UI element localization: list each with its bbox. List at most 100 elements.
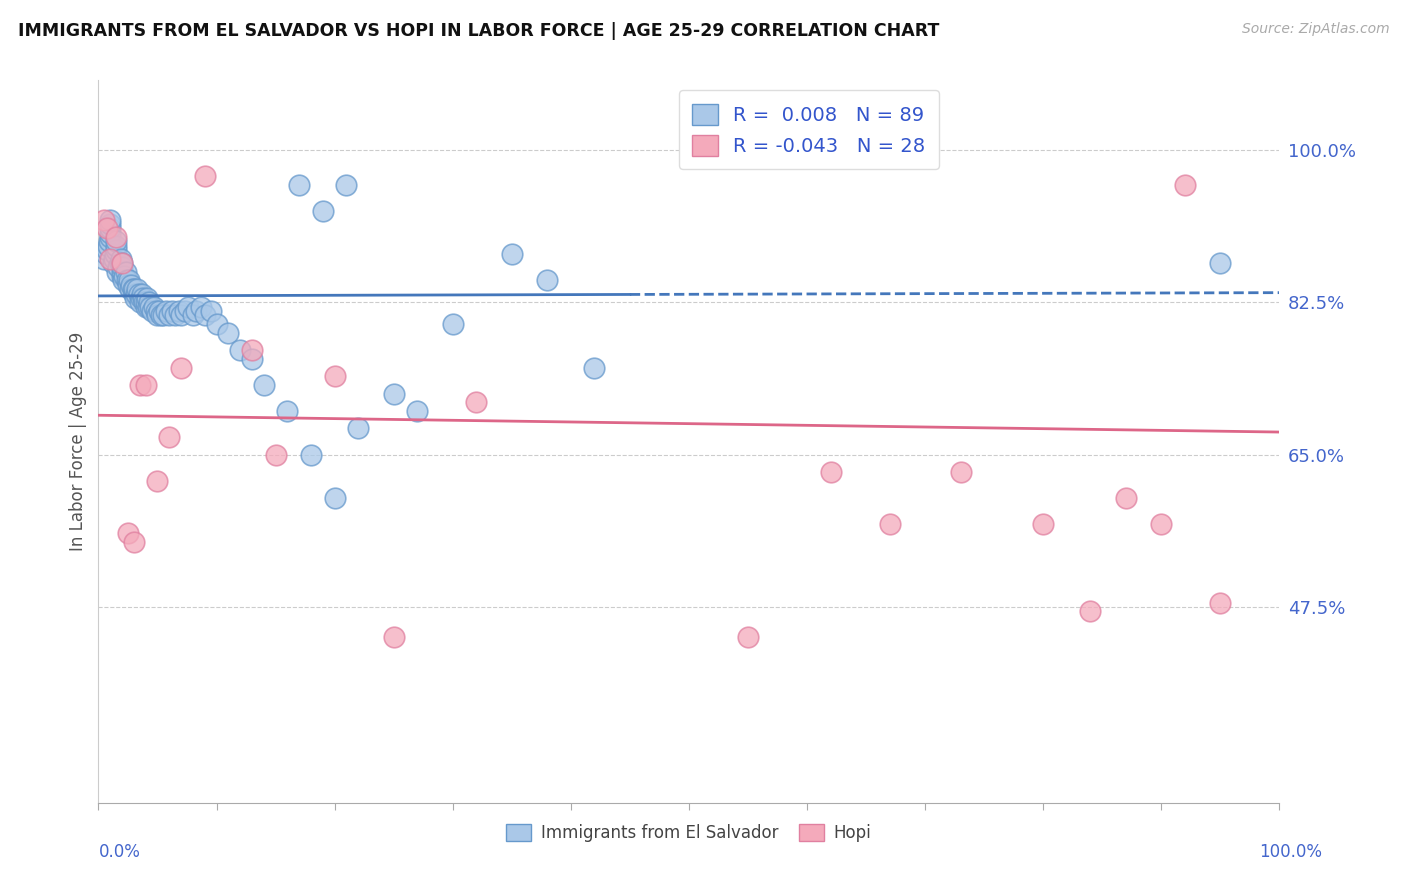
- Point: [186, 304, 208, 318]
- Point: [146, 474, 169, 488]
- Point: [98, 217, 121, 231]
- Point: [135, 378, 157, 392]
- Point: [121, 277, 143, 292]
- Point: [128, 295, 150, 310]
- Point: [229, 343, 252, 358]
- Point: [1032, 517, 1054, 532]
- Point: [128, 286, 150, 301]
- Point: [98, 252, 121, 266]
- Point: [135, 300, 157, 314]
- Point: [118, 273, 141, 287]
- Point: [194, 308, 217, 322]
- Point: [105, 230, 128, 244]
- Point: [312, 203, 335, 218]
- Point: [131, 286, 153, 301]
- Point: [217, 326, 239, 340]
- Point: [98, 230, 121, 244]
- Point: [98, 226, 121, 240]
- Point: [120, 282, 142, 296]
- Point: [1209, 256, 1232, 270]
- Point: [127, 282, 149, 296]
- Point: [111, 265, 134, 279]
- Point: [105, 243, 128, 257]
- Point: [125, 286, 148, 301]
- Point: [97, 238, 120, 252]
- Point: [111, 256, 134, 270]
- Point: [94, 247, 117, 261]
- Point: [128, 378, 150, 392]
- Point: [382, 631, 405, 645]
- Legend: Immigrants from El Salvador, Hopi: Immigrants from El Salvador, Hopi: [499, 817, 879, 848]
- Point: [98, 235, 121, 249]
- Text: Source: ZipAtlas.com: Source: ZipAtlas.com: [1241, 22, 1389, 37]
- Point: [105, 265, 128, 279]
- Point: [152, 308, 174, 322]
- Point: [111, 256, 134, 270]
- Point: [1174, 178, 1197, 192]
- Point: [146, 308, 169, 322]
- Point: [173, 304, 195, 318]
- Text: 0.0%: 0.0%: [98, 843, 141, 861]
- Point: [299, 448, 322, 462]
- Point: [276, 404, 298, 418]
- Point: [105, 235, 128, 249]
- Point: [1080, 604, 1102, 618]
- Point: [111, 260, 134, 275]
- Point: [382, 386, 405, 401]
- Point: [288, 178, 311, 192]
- Point: [194, 169, 217, 183]
- Point: [536, 273, 558, 287]
- Point: [253, 378, 276, 392]
- Point: [134, 295, 156, 310]
- Point: [117, 277, 139, 292]
- Point: [157, 430, 180, 444]
- Point: [111, 269, 134, 284]
- Point: [115, 273, 138, 287]
- Point: [1209, 596, 1232, 610]
- Point: [93, 252, 115, 266]
- Point: [96, 221, 118, 235]
- Point: [347, 421, 370, 435]
- Point: [157, 308, 180, 322]
- Point: [323, 369, 346, 384]
- Point: [323, 491, 346, 505]
- Point: [465, 395, 488, 409]
- Point: [122, 534, 145, 549]
- Point: [117, 525, 139, 540]
- Point: [170, 308, 193, 322]
- Point: [160, 304, 183, 318]
- Point: [122, 282, 145, 296]
- Point: [105, 238, 128, 252]
- Point: [135, 295, 157, 310]
- Point: [155, 304, 177, 318]
- Point: [103, 252, 125, 266]
- Point: [124, 291, 146, 305]
- Point: [820, 465, 842, 479]
- Point: [190, 300, 212, 314]
- Point: [110, 252, 132, 266]
- Point: [501, 247, 523, 261]
- Point: [949, 465, 972, 479]
- Point: [139, 300, 162, 314]
- Point: [98, 212, 121, 227]
- Point: [121, 282, 143, 296]
- Point: [264, 448, 287, 462]
- Point: [104, 247, 127, 261]
- Point: [138, 295, 160, 310]
- Point: [93, 212, 115, 227]
- Point: [335, 178, 357, 192]
- Point: [98, 221, 121, 235]
- Point: [132, 291, 155, 305]
- Point: [441, 317, 464, 331]
- Point: [122, 286, 145, 301]
- Y-axis label: In Labor Force | Age 25-29: In Labor Force | Age 25-29: [69, 332, 87, 551]
- Point: [145, 304, 167, 318]
- Point: [200, 304, 222, 318]
- Point: [136, 300, 159, 314]
- Point: [112, 273, 135, 287]
- Point: [101, 256, 124, 270]
- Point: [141, 304, 163, 318]
- Text: 100.0%: 100.0%: [1260, 843, 1322, 861]
- Point: [96, 243, 118, 257]
- Point: [165, 308, 187, 322]
